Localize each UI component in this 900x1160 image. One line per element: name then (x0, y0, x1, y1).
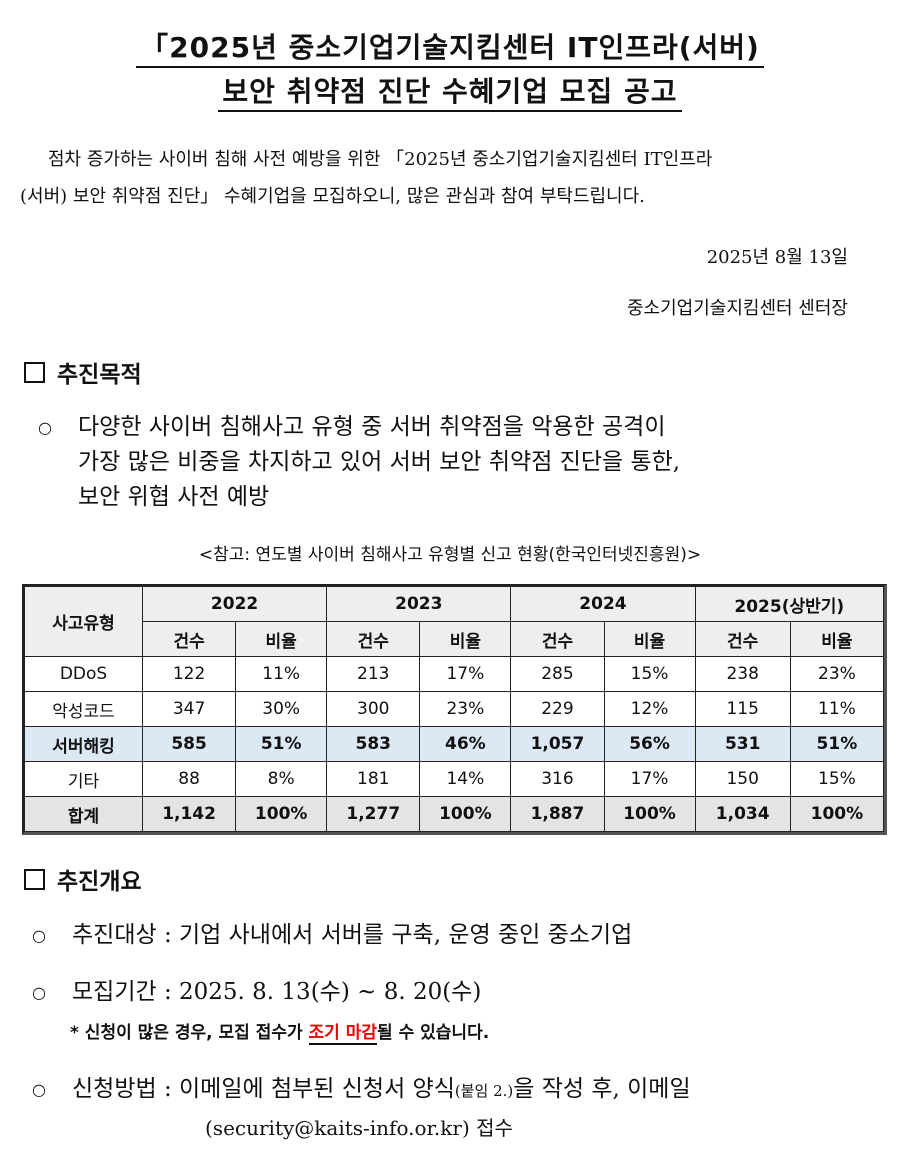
header-year: 2023 (326, 586, 512, 622)
table-row: 합계 1,142 100% 1,277 100% 1,887 100% 1,034 100% (24, 796, 885, 832)
row-label: 기타 (24, 761, 143, 797)
header-ratio: 비율 (789, 621, 885, 657)
header-ratio: 비율 (235, 621, 328, 657)
header-year: 2022 (141, 586, 328, 622)
method-bullet: ○ 신청방법 : 이메일에 첨부된 신청서 양식(붙임 2.)을 작성 후, 이메… (32, 1072, 691, 1109)
count-cell: 285 (510, 656, 605, 692)
checkbox-square-icon (24, 362, 45, 383)
count-cell: 300 (326, 691, 421, 727)
count-cell: 347 (141, 691, 237, 727)
bullet-line: 가장 많은 비중을 차지하고 있어 서버 보안 취약점 진단을 통한, (78, 449, 681, 475)
bullet-circle-icon: ○ (32, 1080, 46, 1099)
row-label: 합계 (24, 796, 143, 832)
count-cell: 150 (694, 761, 791, 797)
ratio-cell: 23% (789, 656, 885, 692)
header-ratio: 비율 (419, 621, 512, 657)
intro-paragraph: 점차 증가하는 사이버 침해 사전 예방을 위한 「2025년 중소기업기술지킴… (20, 141, 880, 215)
bullet-circle-icon: ○ (38, 418, 52, 437)
ratio-cell: 100% (789, 796, 885, 832)
ratio-cell: 11% (789, 691, 885, 727)
ratio-cell: 100% (603, 796, 696, 832)
bullet-line: 보안 위협 사전 예방 (78, 484, 270, 510)
row-label: 악성코드 (24, 691, 143, 727)
ratio-cell: 100% (235, 796, 328, 832)
early-close-note: * 신청이 많은 경우, 모집 접수가 조기 마감될 수 있습니다. (70, 1023, 490, 1045)
header-ratio: 비율 (603, 621, 696, 657)
header-count: 건수 (326, 621, 421, 657)
header-incident-type: 사고유형 (24, 586, 143, 657)
count-cell: 213 (326, 656, 421, 692)
ratio-cell: 15% (789, 761, 885, 797)
header-count: 건수 (141, 621, 237, 657)
ratio-cell: 30% (235, 691, 328, 727)
table-subheader-row: 건수 비율 건수 비율 건수 비율 건수 비율 (25, 621, 885, 657)
table-row: 악성코드 347 30% 300 23% 229 12% 115 11% (24, 691, 885, 727)
intro-line-2: (서버) 보안 취약점 진단」 수혜기업을 모집하오니, 많은 관심과 참여 부… (20, 186, 645, 207)
ratio-cell: 51% (789, 726, 885, 762)
incident-table: 사고유형 2022 2023 2024 2025(상반기) 건수 비율 건수 비율 … (22, 584, 887, 835)
ratio-cell: 51% (235, 726, 328, 762)
bullet-line: 다양한 사이버 침해사고 유형 중 서버 취약점을 악용한 공격이 (78, 414, 666, 440)
header-year: 2025(상반기) (694, 586, 885, 622)
ratio-cell: 14% (419, 761, 512, 797)
date: 2025년 8월 13일 (706, 247, 848, 268)
email-line: (security@kaits-info.or.kr) 접수 (205, 1116, 513, 1140)
count-cell: 585 (141, 726, 237, 762)
count-cell: 115 (694, 691, 791, 727)
section-heading-overview: 추진개요 (24, 862, 142, 896)
count-cell: 316 (510, 761, 605, 797)
count-cell: 1,034 (694, 796, 791, 832)
ratio-cell: 17% (603, 761, 696, 797)
count-cell: 1,887 (510, 796, 605, 832)
ratio-cell: 17% (419, 656, 512, 692)
title-line-2: 보안 취약점 진단 수혜기업 모집 공고 (0, 70, 900, 112)
title-line-1: 「2025년 중소기업기술지킴센터 IT인프라(서버) (0, 26, 900, 68)
section-heading-purpose: 추진목적 (24, 355, 142, 389)
count-cell: 1,057 (510, 726, 605, 762)
ratio-cell: 23% (419, 691, 512, 727)
target-bullet: ○ 추진대상 : 기업 사내에서 서버를 구축, 운영 중인 중소기업 (32, 918, 632, 953)
bullet-circle-icon: ○ (32, 983, 46, 1002)
count-cell: 238 (694, 656, 791, 692)
count-cell: 229 (510, 691, 605, 727)
ratio-cell: 8% (235, 761, 328, 797)
table-row: 서버해킹 585 51% 583 46% 1,057 56% 531 51% (24, 726, 885, 762)
header-year: 2024 (510, 586, 696, 622)
early-close-highlight: 조기 마감 (308, 1023, 378, 1045)
purpose-bullet: ○ 다양한 사이버 침해사고 유형 중 서버 취약점을 악용한 공격이 가장 많… (38, 410, 878, 515)
row-label: DDoS (24, 656, 143, 692)
count-cell: 531 (694, 726, 791, 762)
ratio-cell: 46% (419, 726, 512, 762)
period-bullet: ○ 모집기간 : 2025. 8. 13(수) ~ 8. 20(수) (32, 975, 481, 1010)
header-count: 건수 (510, 621, 605, 657)
row-label: 서버해킹 (24, 726, 143, 762)
ratio-cell: 56% (603, 726, 696, 762)
checkbox-square-icon (24, 869, 45, 890)
issuer: 중소기업기술지킴센터 센터장 (626, 298, 848, 319)
table-row: DDoS 122 11% 213 17% 285 15% 238 23% (24, 656, 885, 692)
count-cell: 122 (141, 656, 237, 692)
ratio-cell: 15% (603, 656, 696, 692)
ratio-cell: 100% (419, 796, 512, 832)
ratio-cell: 11% (235, 656, 328, 692)
count-cell: 88 (141, 761, 237, 797)
table-row: 기타 88 8% 181 14% 316 17% 150 15% (24, 761, 885, 797)
count-cell: 583 (326, 726, 421, 762)
header-count: 건수 (694, 621, 791, 657)
table-header-row: 사고유형 2022 2023 2024 2025(상반기) (24, 586, 885, 657)
intro-line-1: 점차 증가하는 사이버 침해 사전 예방을 위한 「2025년 중소기업기술지킴… (48, 149, 713, 170)
reference-caption: <참고: 연도별 사이버 침해사고 유형별 신고 현황(한국인터넷진흥원)> (198, 545, 702, 565)
count-cell: 1,142 (141, 796, 237, 832)
ratio-cell: 12% (603, 691, 696, 727)
count-cell: 1,277 (326, 796, 421, 832)
bullet-circle-icon: ○ (32, 926, 46, 945)
count-cell: 181 (326, 761, 421, 797)
